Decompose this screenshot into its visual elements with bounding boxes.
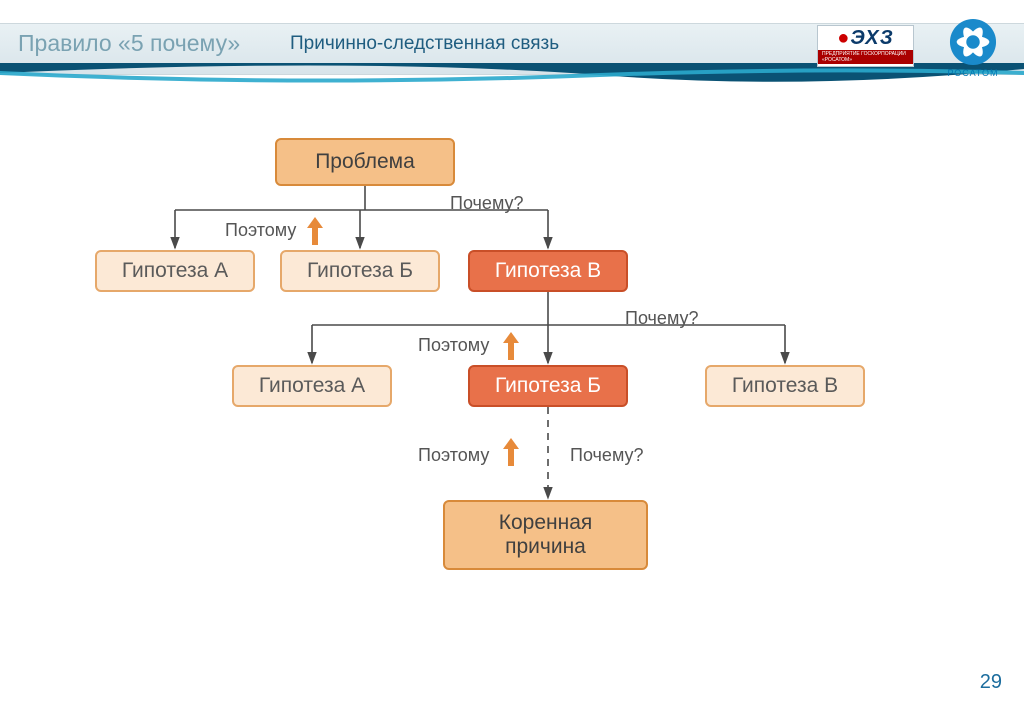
up-arrow-icon xyxy=(502,332,520,360)
edge-label-5: Почему? xyxy=(570,445,644,466)
up-arrow-icon xyxy=(306,217,324,245)
node-problem: Проблема xyxy=(275,138,455,186)
node-root: Кореннаяпричина xyxy=(443,500,648,570)
node-hypB2: Гипотеза Б xyxy=(468,365,628,407)
node-hypA2: Гипотеза А xyxy=(232,365,392,407)
edge-label-0: Почему? xyxy=(450,193,524,214)
node-hypB1: Гипотеза Б xyxy=(280,250,440,292)
edge-label-4: Поэтому xyxy=(418,445,489,466)
edge-label-2: Почему? xyxy=(625,308,699,329)
node-hypA1: Гипотеза А xyxy=(95,250,255,292)
up-arrow-icon xyxy=(502,438,520,466)
diagram-container: Проблема Гипотеза А Гипотеза Б Гипотеза В Ги… xyxy=(0,0,1024,708)
edge-label-3: Поэтому xyxy=(418,335,489,356)
node-hypV2: Гипотеза В xyxy=(705,365,865,407)
edge-label-1: Поэтому xyxy=(225,220,296,241)
node-hypV1: Гипотеза В xyxy=(468,250,628,292)
